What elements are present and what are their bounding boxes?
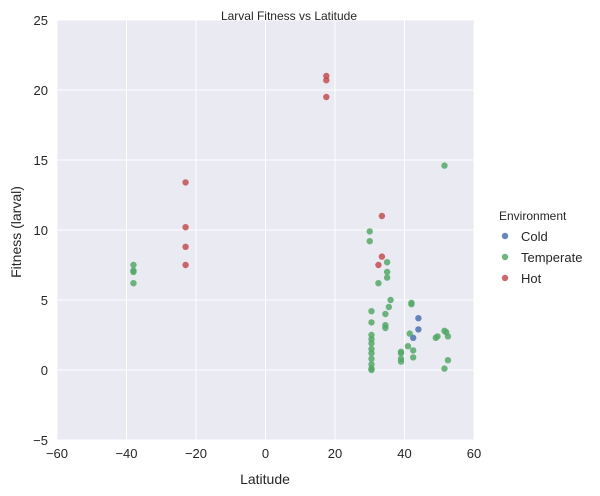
x-tick-label: −60 [46, 446, 68, 461]
point-temperate [383, 268, 391, 276]
x-tick-label: 40 [397, 446, 411, 461]
point-temperate [385, 303, 393, 311]
y-tick-labels: −5 0 5 10 15 20 25 [33, 13, 48, 448]
grid-lines [56, 19, 475, 441]
x-axis-label: Latitude [240, 471, 290, 487]
point-hot [182, 243, 189, 250]
point-hot [323, 93, 330, 101]
legend-marker-temperate [501, 253, 509, 261]
point-temperate [444, 333, 452, 340]
y-tick-label: 5 [41, 293, 48, 308]
point-temperate [383, 274, 391, 281]
point-temperate [368, 355, 375, 362]
point-temperate [408, 301, 415, 308]
point-temperate [130, 261, 137, 269]
point-temperate [434, 333, 441, 340]
point-hot [378, 253, 386, 260]
point-temperate [130, 280, 137, 287]
legend-label-temperate: Temperate [521, 250, 582, 265]
y-tick-label: −5 [33, 433, 48, 448]
point-temperate [409, 354, 417, 361]
x-tick-label: −20 [185, 446, 207, 461]
legend: Environment Cold Temperate Hot [499, 209, 582, 286]
point-cold [409, 334, 417, 341]
point-temperate [382, 310, 389, 318]
y-tick-label: 10 [34, 223, 48, 238]
point-temperate [366, 228, 373, 235]
y-axis-label: Fitness (larval) [8, 186, 24, 278]
y-tick-label: 0 [41, 363, 48, 378]
point-temperate [368, 366, 375, 374]
point-temperate [406, 330, 413, 337]
point-hot [182, 179, 189, 186]
point-temperate [409, 347, 417, 354]
point-temperate [397, 350, 405, 357]
point-hot [375, 261, 382, 269]
point-temperate [366, 238, 373, 245]
y-tick-label: 20 [34, 83, 48, 98]
point-temperate [382, 324, 389, 332]
data-points [130, 72, 452, 374]
legend-marker-hot [501, 274, 509, 282]
point-temperate [368, 319, 375, 326]
point-hot [182, 261, 189, 269]
y-tick-label: 25 [34, 13, 48, 28]
point-temperate [368, 308, 375, 315]
point-cold [415, 326, 422, 333]
point-temperate [368, 350, 375, 357]
legend-label-cold: Cold [521, 229, 548, 244]
point-temperate [387, 296, 394, 304]
point-temperate [441, 365, 448, 372]
point-temperate [397, 358, 405, 365]
point-temperate [368, 340, 375, 347]
x-tick-label: 20 [328, 446, 342, 461]
point-temperate [130, 268, 137, 276]
x-tick-label: −40 [115, 446, 137, 461]
y-tick-label: 15 [34, 153, 48, 168]
point-cold [415, 315, 422, 322]
legend-items: Cold Temperate Hot [501, 229, 582, 286]
point-hot [182, 224, 189, 231]
point-temperate [441, 162, 448, 169]
point-hot [378, 212, 386, 220]
point-temperate [375, 280, 382, 287]
legend-marker-cold [501, 232, 509, 240]
x-tick-label: 0 [262, 446, 269, 461]
point-temperate [383, 259, 391, 266]
point-temperate [404, 343, 412, 350]
point-temperate [444, 357, 452, 364]
x-tick-labels: −60 −40 −20 0 20 40 60 [46, 446, 481, 461]
x-tick-label: 60 [467, 446, 481, 461]
point-hot [323, 77, 330, 84]
chart-title: Larval Fitness vs Latitude [221, 9, 357, 23]
legend-title: Environment [499, 209, 567, 223]
legend-label-hot: Hot [521, 271, 542, 286]
